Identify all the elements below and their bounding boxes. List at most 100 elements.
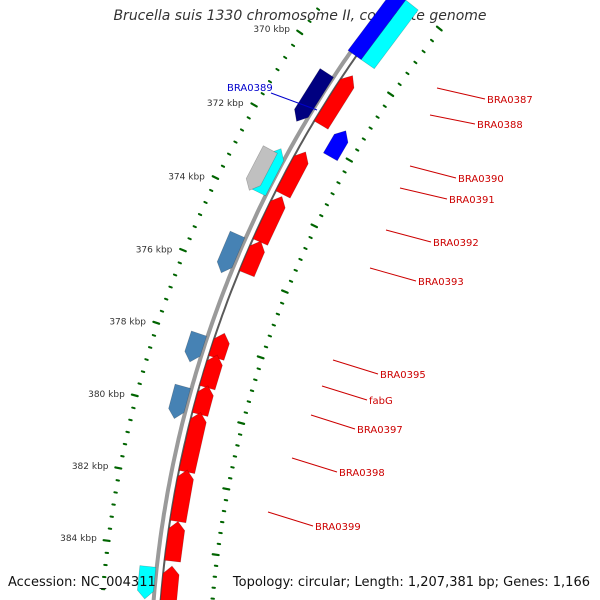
inner-tick: [275, 312, 281, 316]
scale-label: 380 kbp: [88, 390, 125, 400]
outer-tick: [307, 19, 312, 23]
leader-line: [321, 385, 368, 401]
gene-label: BRA0397: [357, 425, 403, 436]
gene-arrow-20: [137, 565, 157, 600]
leader-line: [436, 87, 486, 100]
gene-label: BRA0392: [433, 238, 479, 249]
inner-tick: [345, 157, 353, 163]
outer-tick: [209, 188, 214, 192]
inner-tick: [330, 192, 335, 196]
gene-arrow-14: [191, 385, 214, 417]
gene-arrow-9: [239, 240, 265, 278]
outer-tick: [296, 29, 304, 36]
outer-tick: [130, 393, 139, 398]
gene-label: BRA0391: [449, 195, 495, 206]
scale-label: 378 kbp: [109, 318, 146, 328]
gene-label: BRA0389: [227, 83, 273, 94]
outer-tick: [192, 225, 197, 229]
leader-line: [409, 165, 457, 179]
outer-tick: [147, 346, 153, 349]
outer-tick: [316, 7, 321, 11]
leader-line: [369, 267, 417, 282]
gene-arrow-10: [216, 230, 246, 274]
inner-tick: [421, 49, 426, 54]
inner-tick: [361, 137, 366, 141]
backbone-outer: [151, 0, 392, 600]
gene-labels: BRA0387 BRA0388 BRA0389 BRA0390 BRA0391 BRA03…: [227, 83, 533, 533]
inner-tick: [230, 466, 235, 469]
gene-features: [137, 0, 419, 600]
gene-label: BRA0399: [315, 522, 361, 533]
outer-tick: [197, 213, 203, 217]
inner-tick: [368, 126, 373, 130]
gene-arrow-15: [168, 383, 191, 420]
inner-tick: [267, 334, 273, 338]
inner-tick: [211, 553, 220, 557]
inner-tick: [405, 71, 410, 76]
inner-tick: [298, 257, 303, 261]
outer-tick: [187, 237, 192, 241]
inner-tick: [256, 367, 261, 371]
leader-line: [310, 414, 356, 430]
outer-tick: [239, 128, 245, 132]
outer-tick: [211, 175, 220, 180]
outer-tick: [152, 320, 161, 325]
scale-label: 374 kbp: [168, 172, 205, 182]
gene-arrow-2: [313, 75, 355, 130]
inner-tick: [227, 477, 233, 480]
inner-tick: [308, 235, 313, 240]
inner-tick: [288, 279, 294, 283]
inner-tick: [293, 268, 298, 272]
inner-tick: [382, 104, 387, 108]
outer-tick: [179, 247, 187, 253]
outer-tick: [151, 334, 157, 337]
outer-tick: [220, 164, 226, 168]
scale-label: 370 kbp: [253, 25, 290, 35]
gene-arrow-12: [184, 330, 207, 363]
inner-tick: [310, 223, 319, 229]
leader-line: [291, 457, 338, 473]
inner-tick: [256, 355, 265, 360]
gene-label: BRA0388: [477, 120, 523, 131]
outer-tick: [128, 418, 133, 422]
inner-tick: [237, 433, 243, 436]
gene-label: fabG: [369, 396, 393, 407]
inner-tick: [319, 214, 324, 218]
inner-tick-track: [210, 25, 443, 600]
gene-label: BRA0393: [418, 277, 464, 288]
scale-label: 376 kbp: [136, 246, 173, 256]
inner-tick: [355, 148, 360, 152]
outer-tick: [275, 67, 280, 72]
outer-tick: [114, 466, 123, 470]
outer-tick: [260, 92, 265, 96]
outer-tick: [122, 442, 128, 446]
inner-tick: [235, 444, 240, 447]
gene-arrow-3: [294, 68, 334, 122]
inner-tick: [430, 38, 434, 43]
chromosome-backbone: [151, 0, 400, 600]
outer-tick: [283, 55, 288, 60]
outer-tick: [120, 454, 125, 458]
scale-labels: 370 kbp 372 kbp 374 kbp 376 kbp 378 kbp 380 k…: [60, 25, 290, 544]
backbone-inner: [159, 0, 400, 600]
outer-tick: [102, 539, 111, 543]
gene-arrow-4: [322, 130, 349, 162]
gene-arrow-7: [245, 145, 278, 191]
outer-tick: [125, 430, 130, 434]
inner-tick: [243, 411, 249, 414]
scale-label: 384 kbp: [60, 534, 97, 544]
outer-tick: [227, 152, 232, 156]
outer-tick: [172, 273, 178, 277]
inner-tick: [281, 289, 289, 294]
gene-arrow-1: [347, 0, 407, 61]
gene-arrow-18: [164, 521, 186, 563]
outer-tick: [246, 116, 251, 120]
outer-tick: [267, 80, 273, 84]
gene-label: BRA0387: [487, 95, 533, 106]
scale-label: 372 kbp: [207, 99, 244, 109]
leader-line: [429, 114, 476, 125]
leader-line: [399, 187, 448, 200]
outer-tick: [140, 370, 146, 373]
